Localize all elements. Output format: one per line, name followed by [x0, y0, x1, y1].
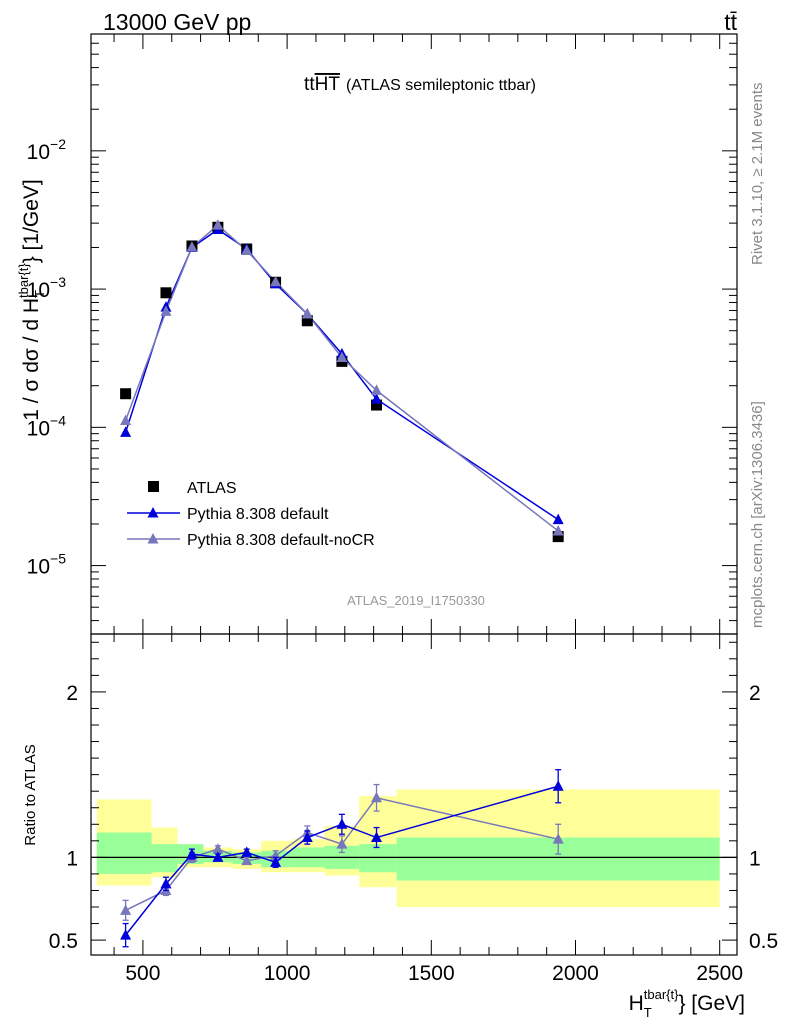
data-point-pythia-8-308-default: [371, 393, 383, 404]
data-point-pythia-8-308-default-nocr: [241, 244, 253, 256]
ratio-point-pythia-8-308-default: [212, 851, 224, 862]
legend: ATLAS Pythia 8.308 default Pythia 8.308 de…: [127, 480, 375, 549]
ratio-y-tick-label-right: 2: [749, 682, 761, 705]
x-tick-label: 1000: [264, 962, 311, 985]
ratio-y-tick-label: 0.5: [49, 930, 78, 953]
series-line-pythia-8-308-default-nocr: [124, 224, 559, 532]
ratio-y-tick-label-right: 0.5: [749, 930, 778, 953]
data-point-atlas: [552, 531, 564, 543]
main-y-tick-label: 10−2: [27, 136, 67, 164]
ratio-point-pythia-8-308-default: [301, 831, 313, 843]
x-tick-label: 1500: [408, 962, 455, 985]
ratio-point-pythia-8-308-default-nocr: [371, 791, 383, 803]
legend-marker-triangle: [147, 507, 159, 518]
legend-entry-label: ATLAS: [187, 480, 237, 497]
legend-marker-triangle: [147, 533, 159, 544]
ratio-point-pythia-8-308-default-nocr: [336, 838, 348, 849]
x-tick-label: 500: [125, 962, 160, 985]
chart-title-overline: HT: [315, 74, 341, 95]
ratio-frame: [90, 633, 738, 956]
ratio-point-pythia-8-308-default-nocr: [120, 904, 132, 915]
data-point-pythia-8-308-default: [120, 426, 132, 437]
ratio-panel-background: 0.5 0.51 12 2500 1000 1500 2000 2500: [49, 633, 778, 985]
ratio-inner-band: [151, 844, 178, 873]
ratio-point-pythia-8-308-default-nocr: [241, 854, 253, 866]
header-right: tt̄: [724, 9, 737, 35]
ratio-point-pythia-8-308-default: [336, 818, 348, 829]
legend-marker-square: [148, 481, 159, 492]
data-point-atlas: [371, 399, 383, 411]
ratio-y-axis-label: Ratio to ATLAS: [22, 744, 39, 845]
ratio-point-pythia-8-308-default: [270, 856, 282, 867]
chart-title: ttHT (ATLAS semileptonic ttbar): [304, 74, 536, 95]
ratio-inner-band: [359, 844, 397, 873]
main-y-axis-label: 1 / σ dσ / d HTtbar{t}} [1/GeV]: [16, 179, 47, 421]
x-tick-label: 2500: [696, 962, 743, 985]
ratio-point-pythia-8-308-default: [552, 780, 564, 791]
header-left: 13000 GeV pp: [103, 9, 251, 35]
ratio-line-pythia-8-308-default-nocr: [125, 796, 559, 911]
data-point-atlas: [160, 287, 172, 299]
x-tick-label: 2000: [552, 962, 599, 985]
chart-title-rest: (ATLAS semileptonic ttbar): [346, 77, 536, 94]
legend-entry-label: Pythia 8.308 default-noCR: [187, 532, 375, 549]
mcplots-label: mcplots.cern.ch [arXiv:1306.3436]: [749, 401, 766, 628]
ratio-point-pythia-8-308-default-nocr: [552, 833, 564, 844]
ratio-point-pythia-8-308-default-nocr: [212, 843, 224, 854]
data-point-pythia-8-308-default-nocr: [301, 308, 313, 319]
ratio-inner-band: [96, 832, 152, 874]
main-panel-background: 10−5 10−4 10−3 10−2: [27, 33, 738, 635]
x-axis-label: HTtbar{t}} [GeV]: [629, 987, 745, 1020]
analysis-watermark: ATLAS_2019_I1750330: [347, 593, 485, 608]
ratio-point-pythia-8-308-default: [241, 846, 253, 857]
main-y-tick-label: 10−5: [27, 551, 67, 579]
ratio-point-pythia-8-308-default: [120, 929, 132, 940]
ratio-point-pythia-8-308-default: [371, 831, 383, 843]
data-point-pythia-8-308-default-nocr: [186, 241, 198, 252]
ratio-line-pythia-8-308-default: [125, 785, 559, 936]
data-point-pythia-8-308-default-nocr: [212, 219, 224, 230]
data-point-atlas: [120, 388, 132, 400]
main-y-tick-label: 10−4: [27, 412, 67, 440]
data-point-pythia-8-308-default-nocr: [336, 351, 348, 362]
rivet-label: Rivet 3.1.10, ≥ 2.1M events: [749, 83, 766, 266]
data-point-pythia-8-308-default-nocr: [270, 275, 282, 287]
main-y-tick-label: 10−3: [27, 274, 67, 302]
data-point-pythia-8-308-default: [552, 513, 564, 525]
legend-entry-label: Pythia 8.308 default: [187, 506, 329, 523]
ratio-point-pythia-8-308-default: [186, 848, 198, 859]
ratio-point-pythia-8-308-default: [160, 877, 172, 889]
ratio-y-tick-label: 2: [66, 682, 78, 705]
data-point-atlas: [301, 315, 313, 327]
main-panel-series: [120, 219, 564, 543]
series-line-pythia-8-308-default: [124, 228, 559, 521]
data-point-pythia-8-308-default-nocr: [552, 524, 564, 536]
ratio-y-tick-label-right: 1: [749, 847, 761, 870]
data-point-pythia-8-308-default-nocr: [371, 384, 383, 395]
data-point-pythia-8-308-default-nocr: [160, 305, 172, 316]
chart-title-main: tt: [304, 74, 315, 95]
ratio-y-tick-label: 1: [66, 847, 78, 870]
data-point-pythia-8-308-default-nocr: [120, 414, 132, 426]
ratio-panel-series: [120, 769, 564, 948]
